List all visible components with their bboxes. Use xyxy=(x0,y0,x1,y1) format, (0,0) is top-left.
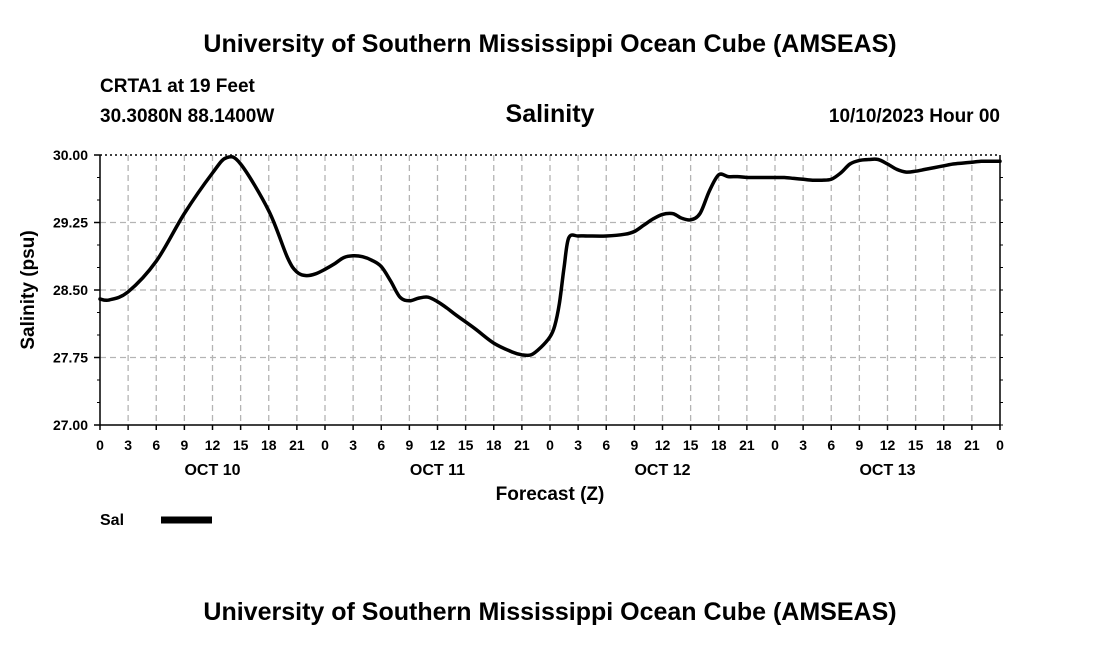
x-tick-label: 9 xyxy=(630,437,638,453)
x-tick-label: 0 xyxy=(546,437,554,453)
x-tick-label: 21 xyxy=(514,437,530,453)
x-tick-label: 12 xyxy=(880,437,896,453)
x-tick-label: 18 xyxy=(936,437,952,453)
x-tick-label: 12 xyxy=(430,437,446,453)
forecast-run-time: 10/10/2023 Hour 00 xyxy=(828,106,1000,127)
x-tick-label: 21 xyxy=(739,437,755,453)
x-tick-label: 0 xyxy=(996,437,1004,453)
x-tick-label: 9 xyxy=(180,437,188,453)
x-tick-label: 18 xyxy=(261,437,277,453)
x-tick-label: 15 xyxy=(683,437,699,453)
x-tick-label: 3 xyxy=(124,437,132,453)
x-tick-label: 9 xyxy=(405,437,413,453)
legend-label: Sal xyxy=(100,512,124,529)
y-tick-label: 27.00 xyxy=(53,417,88,433)
station-label: CRTA1 at 19 Feet xyxy=(100,76,255,97)
axes: 27.00 27.75 28.50 29.25 30.00 0 3 6 9 12 15 18 21 0 3 6… xyxy=(53,147,1004,479)
chart-title: Salinity xyxy=(505,100,595,128)
x-tick-label: 0 xyxy=(771,437,779,453)
x-tick-label: 3 xyxy=(574,437,582,453)
x-tick-label: 15 xyxy=(458,437,474,453)
y-tick-label: 30.00 xyxy=(53,147,88,163)
x-tick-label: 6 xyxy=(152,437,160,453)
day-label: OCT 13 xyxy=(859,462,915,479)
series-layer xyxy=(98,154,1002,358)
x-tick-label: 3 xyxy=(349,437,357,453)
x-tick-label: 21 xyxy=(289,437,305,453)
y-tick-label: 27.75 xyxy=(53,350,88,366)
x-tick-label: 15 xyxy=(233,437,249,453)
day-label: OCT 12 xyxy=(634,462,690,479)
x-tick-label: 6 xyxy=(377,437,385,453)
station-coordinates: 30.3080N 88.1400W xyxy=(100,106,275,127)
footer-title: University of Southern Mississippi Ocean… xyxy=(203,598,897,626)
day-label: OCT 10 xyxy=(184,462,240,479)
y-tick-label: 29.25 xyxy=(53,215,88,231)
grid-lines xyxy=(100,155,1000,425)
x-tick-label: 9 xyxy=(855,437,863,453)
x-tick-label: 12 xyxy=(655,437,671,453)
x-tick-label: 6 xyxy=(602,437,610,453)
series-line-sal xyxy=(98,154,1002,358)
x-tick-label: 6 xyxy=(827,437,835,453)
day-label: OCT 11 xyxy=(410,462,465,479)
x-tick-label: 18 xyxy=(486,437,502,453)
page-title: University of Southern Mississippi Ocean… xyxy=(203,30,897,58)
x-axis-label: Forecast (Z) xyxy=(496,484,605,505)
x-tick-label: 21 xyxy=(964,437,980,453)
x-tick-label: 18 xyxy=(711,437,727,453)
y-axis-label: Salinity (psu) xyxy=(18,230,39,349)
x-tick-label: 15 xyxy=(908,437,924,453)
y-tick-label: 28.50 xyxy=(53,282,88,298)
x-tick-label: 3 xyxy=(799,437,807,453)
x-tick-label: 12 xyxy=(205,437,221,453)
x-tick-label: 0 xyxy=(321,437,329,453)
x-tick-label: 0 xyxy=(96,437,104,453)
